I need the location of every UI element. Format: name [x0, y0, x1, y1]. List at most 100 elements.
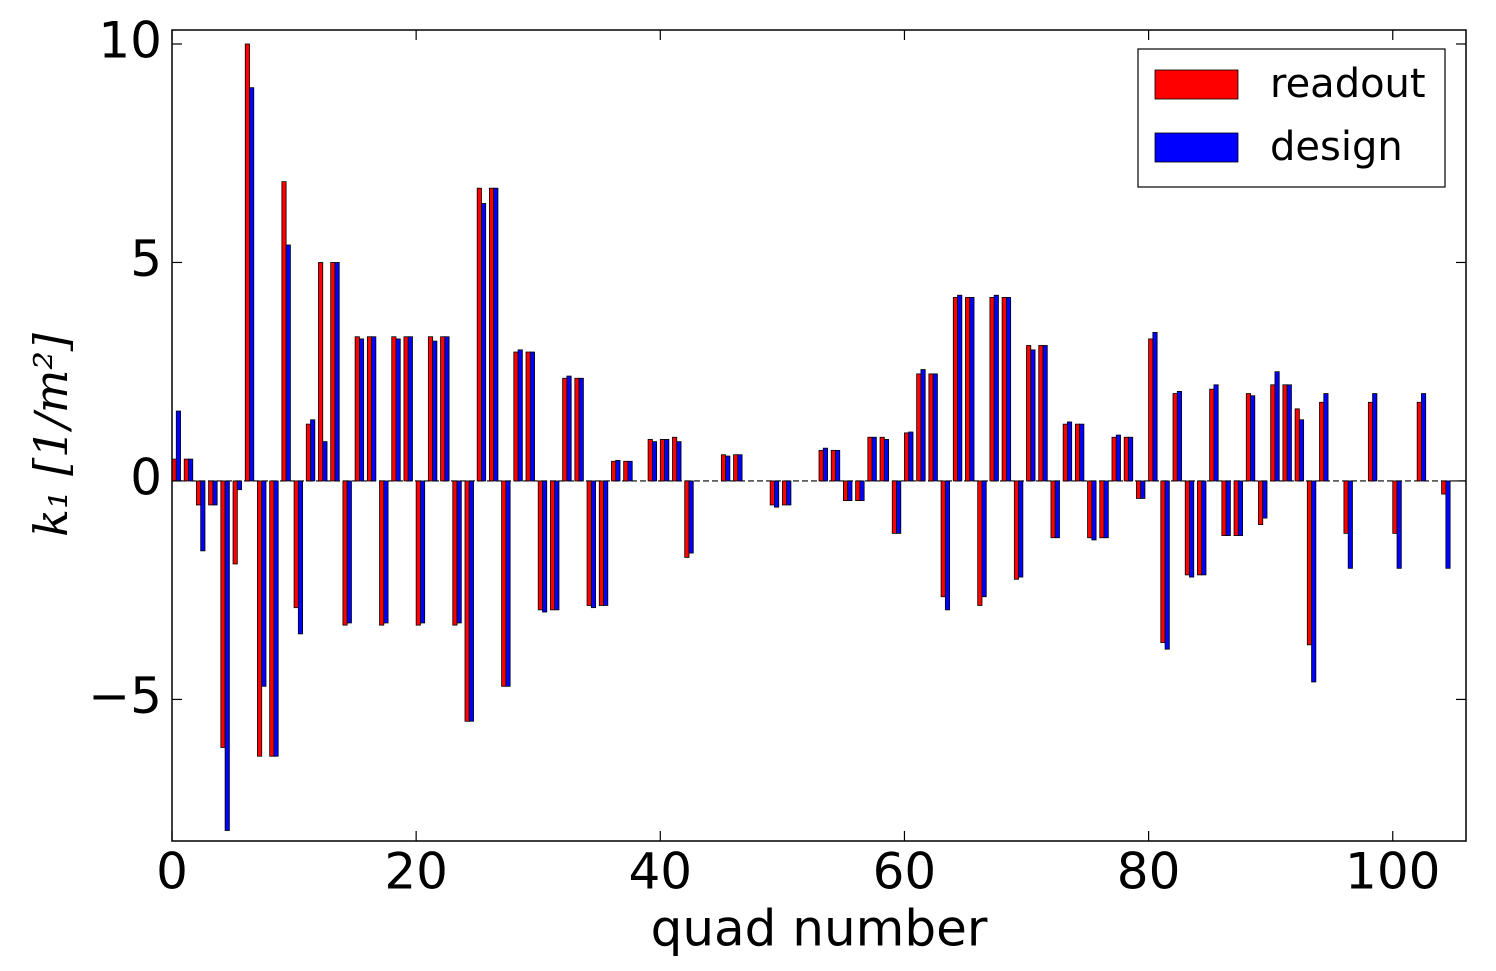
y-tick-label: 0	[130, 448, 162, 506]
bar	[1416, 401, 1422, 482]
bar	[444, 336, 450, 482]
bar	[513, 351, 519, 482]
legend-swatch	[1154, 69, 1239, 100]
bar	[1258, 480, 1264, 526]
bar	[196, 480, 202, 506]
bar	[175, 410, 181, 482]
bar	[590, 480, 597, 609]
bar	[407, 336, 413, 482]
bar	[427, 336, 434, 482]
bar	[440, 336, 446, 482]
bar	[623, 460, 629, 482]
x-tick-label: 100	[1345, 843, 1440, 901]
bar	[1042, 345, 1048, 482]
x-tick-label: 60	[873, 843, 937, 901]
bar	[244, 43, 250, 482]
bar	[928, 373, 934, 482]
bar	[688, 480, 694, 554]
bar	[501, 480, 507, 687]
bar	[965, 297, 971, 482]
bar	[1396, 480, 1402, 569]
bar	[781, 480, 788, 506]
bar	[468, 480, 474, 722]
bar	[1319, 401, 1325, 482]
bar	[1270, 384, 1276, 482]
bar	[1213, 384, 1219, 482]
bar	[249, 87, 255, 482]
bar	[1294, 408, 1300, 482]
bar	[1160, 480, 1166, 644]
bar	[1209, 388, 1215, 482]
bar	[391, 336, 397, 482]
bar	[1347, 480, 1353, 569]
bar	[835, 449, 841, 482]
bar	[212, 480, 218, 506]
bar	[843, 480, 849, 502]
bar	[664, 439, 670, 482]
bar	[236, 480, 242, 491]
bar	[1250, 395, 1256, 482]
bar	[1050, 480, 1056, 539]
bar	[1176, 390, 1182, 482]
y-tick-label: 10	[98, 11, 162, 69]
bar	[1038, 345, 1044, 482]
bar	[505, 480, 511, 687]
bar	[1099, 480, 1105, 539]
bar	[1026, 345, 1032, 482]
bar	[786, 480, 792, 506]
bar	[297, 480, 304, 635]
bar	[1135, 480, 1142, 499]
bar	[322, 441, 328, 482]
bar	[672, 436, 678, 482]
bar	[1225, 480, 1231, 536]
bar	[542, 480, 548, 613]
bar	[1152, 331, 1158, 482]
bar	[432, 340, 438, 482]
bar	[891, 480, 897, 534]
bar	[574, 377, 580, 482]
y-tick-label: −5	[88, 667, 162, 725]
bar	[908, 431, 914, 482]
bar	[993, 294, 999, 482]
bar	[554, 480, 560, 611]
bar	[615, 460, 621, 482]
bar	[293, 480, 299, 609]
bar	[334, 262, 340, 482]
bar	[261, 480, 267, 687]
bar	[586, 480, 592, 606]
bar	[529, 351, 535, 482]
bar	[566, 375, 572, 482]
bar	[1245, 393, 1251, 482]
x-tick-label: 20	[384, 843, 448, 901]
bar	[420, 480, 426, 624]
bar	[1237, 480, 1244, 536]
bar	[1221, 480, 1227, 536]
bar	[383, 480, 389, 624]
bar	[1233, 480, 1239, 536]
bar	[1087, 480, 1093, 539]
bar	[1372, 393, 1378, 482]
bar	[989, 297, 995, 482]
bar	[952, 297, 958, 482]
bar	[855, 480, 861, 502]
bar	[920, 369, 926, 482]
bar	[737, 454, 743, 482]
bar	[867, 436, 873, 482]
bar	[1128, 436, 1134, 482]
bar	[847, 480, 853, 502]
bar	[379, 480, 385, 626]
x-tick-label: 80	[1117, 843, 1181, 901]
bar	[1311, 480, 1317, 683]
bar	[1262, 480, 1268, 519]
bar	[1123, 436, 1129, 482]
bar	[220, 480, 226, 748]
bar	[208, 480, 214, 506]
bar	[1067, 421, 1073, 482]
bar	[647, 439, 653, 482]
bar	[977, 480, 983, 606]
bar	[830, 449, 836, 482]
bar	[1172, 393, 1178, 482]
bar	[940, 480, 946, 598]
